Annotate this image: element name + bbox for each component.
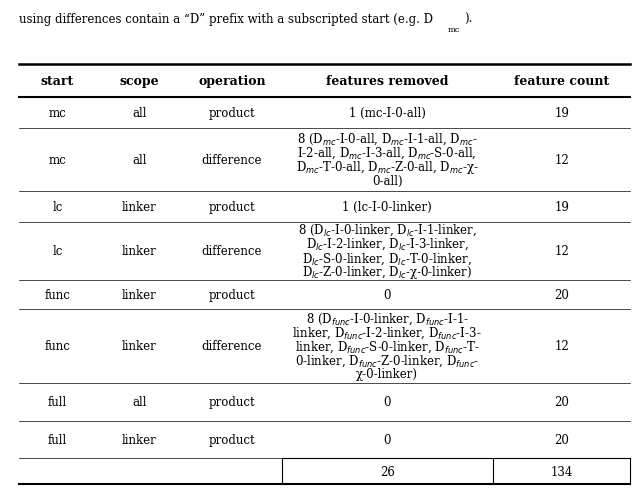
Text: product: product [209, 288, 255, 301]
Text: linker: linker [122, 288, 157, 301]
Text: product: product [209, 200, 255, 213]
Text: all: all [132, 154, 147, 166]
Text: 20: 20 [554, 433, 569, 446]
Text: product: product [209, 433, 255, 446]
Text: linker: linker [122, 340, 157, 353]
Text: 8 (D$_{func}$-I-0-linker, D$_{func}$-I-1-: 8 (D$_{func}$-I-0-linker, D$_{func}$-I-1… [306, 311, 468, 326]
Text: difference: difference [202, 245, 262, 258]
Text: 12: 12 [554, 340, 569, 353]
Text: D$_{lc}$-I-2-linker, D$_{lc}$-I-3-linker,: D$_{lc}$-I-2-linker, D$_{lc}$-I-3-linker… [306, 236, 468, 252]
Text: start: start [41, 75, 74, 88]
Text: 0: 0 [383, 396, 391, 408]
Text: full: full [48, 433, 67, 446]
Text: func: func [45, 340, 70, 353]
Text: linker, D$_{func}$-I-2-linker, D$_{func}$-I-3-: linker, D$_{func}$-I-2-linker, D$_{func}… [292, 325, 482, 340]
Text: D$_{lc}$-S-0-linker, D$_{lc}$-T-0-linker,: D$_{lc}$-S-0-linker, D$_{lc}$-T-0-linker… [302, 250, 472, 266]
Text: 0: 0 [383, 433, 391, 446]
Text: 19: 19 [554, 107, 569, 120]
Text: χ-0-linker): χ-0-linker) [356, 368, 418, 381]
Text: 1 (mc-I-0-all): 1 (mc-I-0-all) [349, 107, 426, 120]
Text: linker: linker [122, 200, 157, 213]
Text: 19: 19 [554, 200, 569, 213]
Text: D$_{lc}$-Z-0-linker, D$_{lc}$-χ-0-linker): D$_{lc}$-Z-0-linker, D$_{lc}$-χ-0-linker… [302, 264, 472, 281]
Text: 12: 12 [554, 154, 569, 166]
Text: lc: lc [52, 200, 63, 213]
Text: difference: difference [202, 340, 262, 353]
Text: scope: scope [120, 75, 159, 88]
Text: product: product [209, 396, 255, 408]
Text: mc: mc [49, 154, 67, 166]
Text: feature count: feature count [514, 75, 609, 88]
Text: all: all [132, 107, 147, 120]
Text: 0-linker, D$_{func}$-Z-0-linker, D$_{func}$-: 0-linker, D$_{func}$-Z-0-linker, D$_{fun… [295, 353, 479, 368]
Text: 134: 134 [550, 465, 573, 478]
Text: operation: operation [198, 75, 266, 88]
Text: I-2-all, D$_{mc}$-I-3-all, D$_{mc}$-S-0-all,: I-2-all, D$_{mc}$-I-3-all, D$_{mc}$-S-0-… [298, 145, 477, 161]
Text: 0: 0 [383, 288, 391, 301]
Text: mc: mc [447, 26, 460, 34]
Text: mc: mc [49, 107, 67, 120]
Text: 0-all): 0-all) [372, 175, 403, 187]
Text: features removed: features removed [326, 75, 449, 88]
Text: lc: lc [52, 245, 63, 258]
Text: 1 (lc-I-0-linker): 1 (lc-I-0-linker) [342, 200, 432, 213]
Text: full: full [48, 396, 67, 408]
Text: all: all [132, 396, 147, 408]
Text: D$_{mc}$-T-0-all, D$_{mc}$-Z-0-all, D$_{mc}$-χ-: D$_{mc}$-T-0-all, D$_{mc}$-Z-0-all, D$_{… [296, 159, 479, 175]
Text: 20: 20 [554, 288, 569, 301]
Text: product: product [209, 107, 255, 120]
Text: 12: 12 [554, 245, 569, 258]
Text: linker: linker [122, 433, 157, 446]
Text: difference: difference [202, 154, 262, 166]
Text: 8 (D$_{lc}$-I-0-linker, D$_{lc}$-I-1-linker,: 8 (D$_{lc}$-I-0-linker, D$_{lc}$-I-1-lin… [298, 222, 477, 238]
Text: ).: ). [465, 13, 473, 26]
Text: linker, D$_{func}$-S-0-linker, D$_{func}$-T-: linker, D$_{func}$-S-0-linker, D$_{func}… [295, 339, 479, 354]
Text: 26: 26 [380, 465, 395, 478]
Text: linker: linker [122, 245, 157, 258]
Text: using differences contain a “D” prefix with a subscripted start (e.g. D: using differences contain a “D” prefix w… [19, 13, 433, 26]
Text: func: func [45, 288, 70, 301]
Text: 20: 20 [554, 396, 569, 408]
Text: 8 (D$_{mc}$-I-0-all, D$_{mc}$-I-1-all, D$_{mc}$-: 8 (D$_{mc}$-I-0-all, D$_{mc}$-I-1-all, D… [297, 131, 477, 147]
